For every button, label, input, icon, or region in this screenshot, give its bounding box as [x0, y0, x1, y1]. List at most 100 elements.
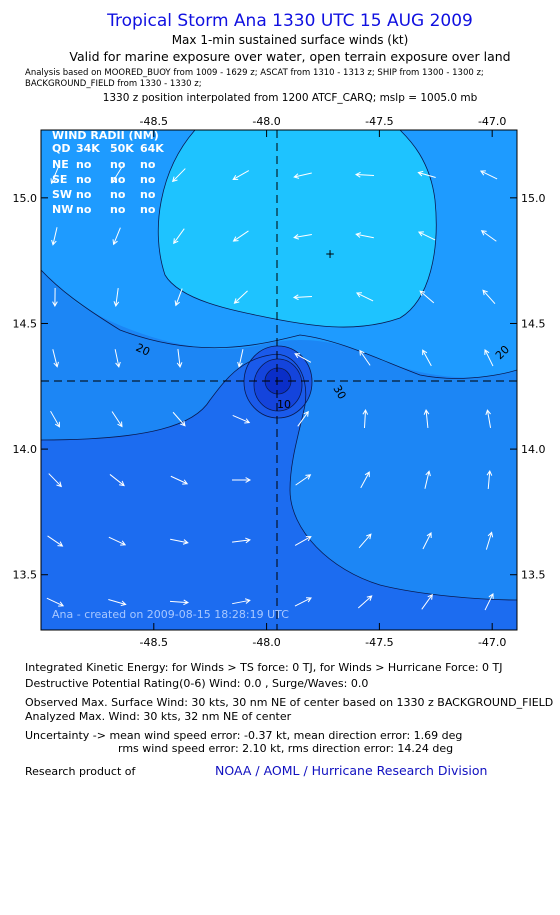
- wind-arrow: [358, 533, 372, 549]
- footer-line: Observed Max. Surface Wind: 30 kts, 30 n…: [25, 696, 553, 709]
- wind-radii-cell: no: [76, 188, 92, 201]
- wind-arrow: [48, 473, 62, 488]
- wind-arrow: [360, 471, 370, 489]
- wind-arrow: [232, 230, 249, 242]
- x-tick-label: -47.0: [478, 115, 506, 128]
- wind-radii-cell: no: [110, 203, 126, 216]
- wind-arrow: [485, 531, 494, 550]
- wind-arrow: [297, 410, 309, 427]
- wind-arrow: [422, 532, 432, 550]
- wind-arrow: [294, 353, 312, 363]
- wind-arrow: [50, 410, 60, 428]
- wind-arrow: [108, 536, 127, 546]
- wind-arrow: [417, 170, 436, 178]
- x-tick-label: -47.5: [365, 636, 393, 649]
- wind-arrow: [293, 172, 312, 179]
- wind-arrow: [355, 292, 374, 302]
- wind-arrow: [422, 349, 432, 367]
- footer-line: Uncertainty -> mean wind speed error: -0…: [25, 729, 462, 742]
- wind-arrow: [424, 470, 431, 489]
- wind-arrow: [232, 414, 251, 424]
- map-frame: [40, 129, 518, 631]
- wind-arrow: [50, 166, 59, 185]
- wind-arrow: [359, 349, 371, 366]
- wind-radii-cell: NE: [52, 158, 69, 171]
- footer-line: Analyzed Max. Wind: 30 kts, 32 nm NE of …: [25, 710, 292, 723]
- y-tick-label: 13.5: [13, 569, 38, 582]
- footer-line: rms wind speed error: 2.10 kt, rms direc…: [118, 742, 453, 755]
- wind-arrow: [171, 168, 186, 183]
- wind-arrow: [362, 408, 369, 429]
- x-tick-label: -47.0: [478, 636, 506, 649]
- wind-radii-table: WIND RADII (NM) QD 34K 50K 64K NE no no no SE no n…: [52, 129, 164, 216]
- y-tick-label: 13.5: [521, 569, 546, 582]
- wind-arrow: [417, 231, 436, 241]
- wind-arrow: [354, 171, 375, 178]
- x-tick-label: -48.5: [140, 115, 168, 128]
- wind-arrow: [112, 227, 121, 246]
- contour-label: 10: [277, 398, 291, 411]
- wind-radii-cell: SE: [52, 173, 67, 186]
- wind-arrow: [52, 349, 59, 368]
- wind-arrow: [46, 597, 65, 607]
- wind-arrow: [480, 230, 497, 242]
- wind-radii-header: 50K: [110, 142, 134, 155]
- wind-radii-header: QD: [52, 142, 70, 155]
- wind-radii-cell: no: [76, 203, 92, 216]
- title: Tropical Storm Ana 1330 UTC 15 AUG 2009: [106, 11, 473, 31]
- wind-arrow: [232, 170, 250, 181]
- wind-arrow: [484, 592, 494, 611]
- wind-arrow: [169, 599, 190, 606]
- wind-arrow: [231, 477, 252, 483]
- wind-arrow: [237, 349, 244, 368]
- wind-arrow: [421, 593, 433, 610]
- wind-arrow: [176, 349, 183, 368]
- wind-radii-cell: no: [76, 158, 92, 171]
- wind-arrow: [233, 290, 248, 304]
- wind-arrow: [294, 536, 312, 546]
- footer-line: Destructive Potential Rating(0-6) Wind: …: [25, 677, 368, 690]
- x-tick-label: -47.5: [365, 115, 393, 128]
- wind-arrow: [111, 411, 123, 428]
- wind-arrow: [113, 288, 120, 307]
- y-tick-label: 14.5: [13, 317, 38, 330]
- wind-radii-cell: no: [110, 158, 126, 171]
- y-tick-label: 15.0: [13, 192, 38, 205]
- wind-arrow: [486, 469, 493, 490]
- wind-arrow: [355, 232, 374, 239]
- analysis-line: Analysis based on MOORED_BUOY from 1009 …: [25, 68, 484, 78]
- y-tick-label: 14.5: [521, 317, 546, 330]
- wind-arrow: [170, 475, 189, 485]
- wind-arrow: [232, 598, 251, 605]
- wind-radii-cell: no: [140, 188, 156, 201]
- wind-radii-cell: no: [76, 173, 92, 186]
- wind-radii-cell: no: [140, 173, 156, 186]
- source-link[interactable]: NOAA / AOML / Hurricane Research Divisio…: [215, 763, 487, 778]
- wind-radii-cell: no: [110, 173, 126, 186]
- wind-arrow: [174, 288, 183, 307]
- wind-radii-header: 34K: [76, 142, 100, 155]
- wind-arrow: [114, 349, 121, 368]
- subtitle: Max 1-min sustained surface winds (kt): [172, 33, 409, 47]
- contour-label: 30: [330, 383, 348, 402]
- y-tick-label: 15.0: [521, 192, 546, 205]
- wind-arrow: [173, 228, 185, 245]
- x-tick-label: -48.5: [140, 636, 168, 649]
- axes: -48.5 -48.5 -48.0 -48.0 -47.5 -47.5 -47.0 -47.0…: [13, 115, 546, 649]
- wind-arrow: [111, 167, 123, 184]
- footer-line: Integrated Kinetic Energy: for Winds > T…: [25, 661, 503, 674]
- wind-arrow: [294, 597, 312, 607]
- wind-arrow: [232, 537, 251, 544]
- wind-arrow: [172, 411, 186, 427]
- wind-arrow: [479, 170, 498, 180]
- wind-arrow: [293, 233, 312, 240]
- wind-field: +: [41, 130, 517, 630]
- research-label: Research product of: [25, 765, 136, 778]
- wind-radii-cell: no: [140, 158, 156, 171]
- wind-arrow: [51, 227, 58, 246]
- contour-label: 20: [134, 341, 152, 359]
- valid-note: Valid for marine exposure over water, op…: [69, 49, 510, 64]
- wind-radii-cell: SW: [52, 188, 72, 201]
- wind-radii-header: 64K: [140, 142, 164, 155]
